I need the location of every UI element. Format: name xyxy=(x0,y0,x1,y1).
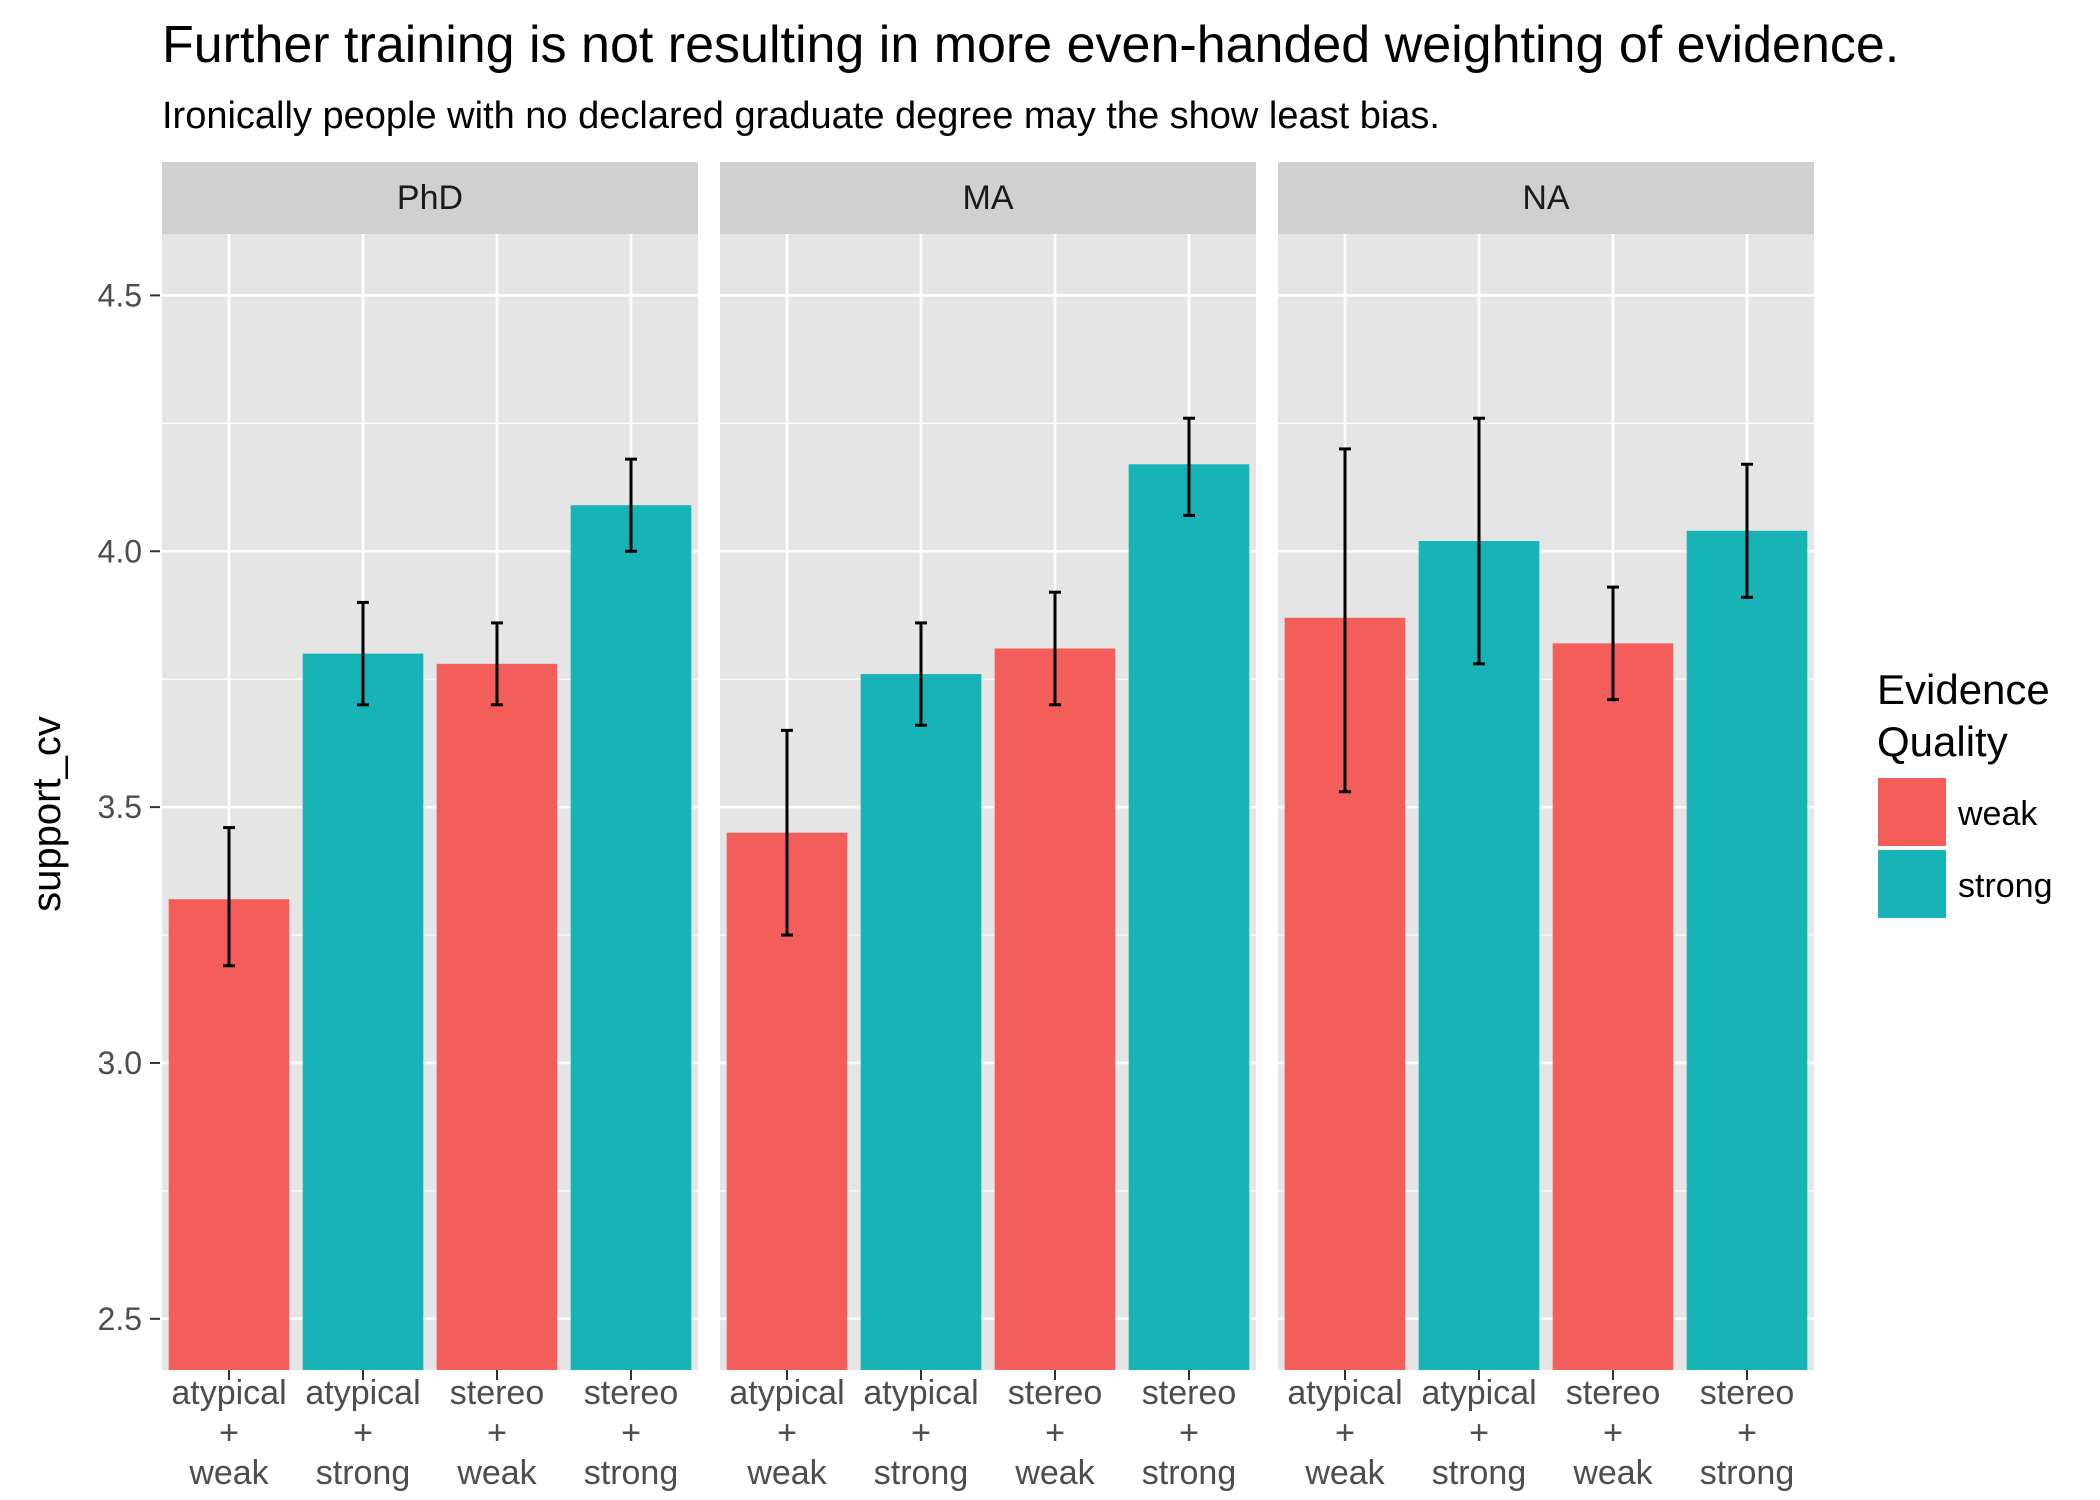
legend-title: Quality xyxy=(1877,718,2008,765)
x-tick-label: weak xyxy=(746,1454,827,1492)
facet-panels: PhDatypical+weakatypical+strongstereo+we… xyxy=(162,162,1814,1492)
x-tick-label: weak xyxy=(188,1454,269,1492)
y-tick-label: 4.0 xyxy=(98,533,142,569)
bar-na-3 xyxy=(1552,643,1674,1370)
x-tick-label: strong xyxy=(316,1454,411,1492)
x-tick-label: strong xyxy=(584,1454,679,1492)
legend-label-strong: strong xyxy=(1958,867,2053,905)
facet-panel-ma: MAatypical+weakatypical+strongstereo+wea… xyxy=(720,162,1256,1492)
x-tick-label: stereo xyxy=(1566,1374,1661,1412)
x-tick-label: + xyxy=(911,1414,931,1452)
y-axis: 2.5 3.0 3.5 4.0 4.5 xyxy=(98,277,160,1337)
chart-subtitle: Ironically people with no declared gradu… xyxy=(162,95,1440,137)
bar-phd-1 xyxy=(168,899,290,1370)
x-tick-label: weak xyxy=(1304,1454,1385,1492)
x-tick-label: strong xyxy=(1142,1454,1237,1492)
facet-strip xyxy=(1278,162,1814,234)
x-tick-label: weak xyxy=(1572,1454,1653,1492)
x-tick-label: atypical xyxy=(863,1374,978,1412)
facet-panel-phd: PhDatypical+weakatypical+strongstereo+we… xyxy=(162,162,698,1492)
legend-key-strong xyxy=(1878,850,1946,918)
x-tick-label: weak xyxy=(1014,1454,1095,1492)
y-tick-label: 2.5 xyxy=(98,1301,142,1337)
x-tick-label: + xyxy=(1469,1414,1489,1452)
x-tick-label: + xyxy=(1179,1414,1199,1452)
legend-title: Evidence xyxy=(1877,666,2050,713)
facet-panel-na: NAatypical+weakatypical+strongstereo+wea… xyxy=(1278,162,1814,1492)
x-tick-label: weak xyxy=(456,1454,537,1492)
facet-label: MA xyxy=(963,179,1014,217)
x-tick-label: + xyxy=(777,1414,797,1452)
chart-title: Further training is not resulting in mor… xyxy=(162,16,1899,74)
x-tick-label: atypical xyxy=(171,1374,286,1412)
legend-label-weak: weak xyxy=(1957,795,2038,833)
x-tick-label: stereo xyxy=(1142,1374,1237,1412)
x-tick-label: + xyxy=(487,1414,507,1452)
facet-label: PhD xyxy=(397,179,463,217)
x-tick-label: stereo xyxy=(450,1374,545,1412)
x-tick-label: atypical xyxy=(1421,1374,1536,1412)
x-tick-label: + xyxy=(1737,1414,1757,1452)
x-tick-label: + xyxy=(353,1414,373,1452)
y-tick-label: 3.5 xyxy=(98,789,142,825)
x-tick-label: stereo xyxy=(1700,1374,1795,1412)
legend-key-weak xyxy=(1878,778,1946,846)
y-axis-title: support_cv xyxy=(25,716,69,912)
legend: Evidence Quality weak strong xyxy=(1877,666,2053,918)
bar-ma-2 xyxy=(860,674,982,1370)
bar-ma-3 xyxy=(994,648,1116,1370)
bar-na-2 xyxy=(1418,541,1540,1370)
x-tick-label: stereo xyxy=(584,1374,679,1412)
x-tick-label: strong xyxy=(1700,1454,1795,1492)
x-tick-label: + xyxy=(1335,1414,1355,1452)
y-tick-label: 4.5 xyxy=(98,277,142,313)
bar-phd-3 xyxy=(436,663,558,1370)
x-tick-label: atypical xyxy=(1287,1374,1402,1412)
x-tick-label: + xyxy=(621,1414,641,1452)
y-tick-label: 3.0 xyxy=(98,1045,142,1081)
bar-phd-4 xyxy=(570,505,692,1370)
x-tick-label: atypical xyxy=(305,1374,420,1412)
facet-strip xyxy=(162,162,698,234)
facet-label: NA xyxy=(1522,179,1570,217)
x-tick-label: atypical xyxy=(729,1374,844,1412)
bar-ma-4 xyxy=(1128,464,1250,1370)
facet-strip xyxy=(720,162,1256,234)
x-tick-label: stereo xyxy=(1008,1374,1103,1412)
bar-na-4 xyxy=(1686,530,1808,1370)
x-tick-label: + xyxy=(219,1414,239,1452)
x-tick-label: strong xyxy=(874,1454,969,1492)
x-tick-label: + xyxy=(1045,1414,1065,1452)
x-tick-label: + xyxy=(1603,1414,1623,1452)
x-tick-label: strong xyxy=(1432,1454,1527,1492)
bar-phd-2 xyxy=(302,653,424,1370)
